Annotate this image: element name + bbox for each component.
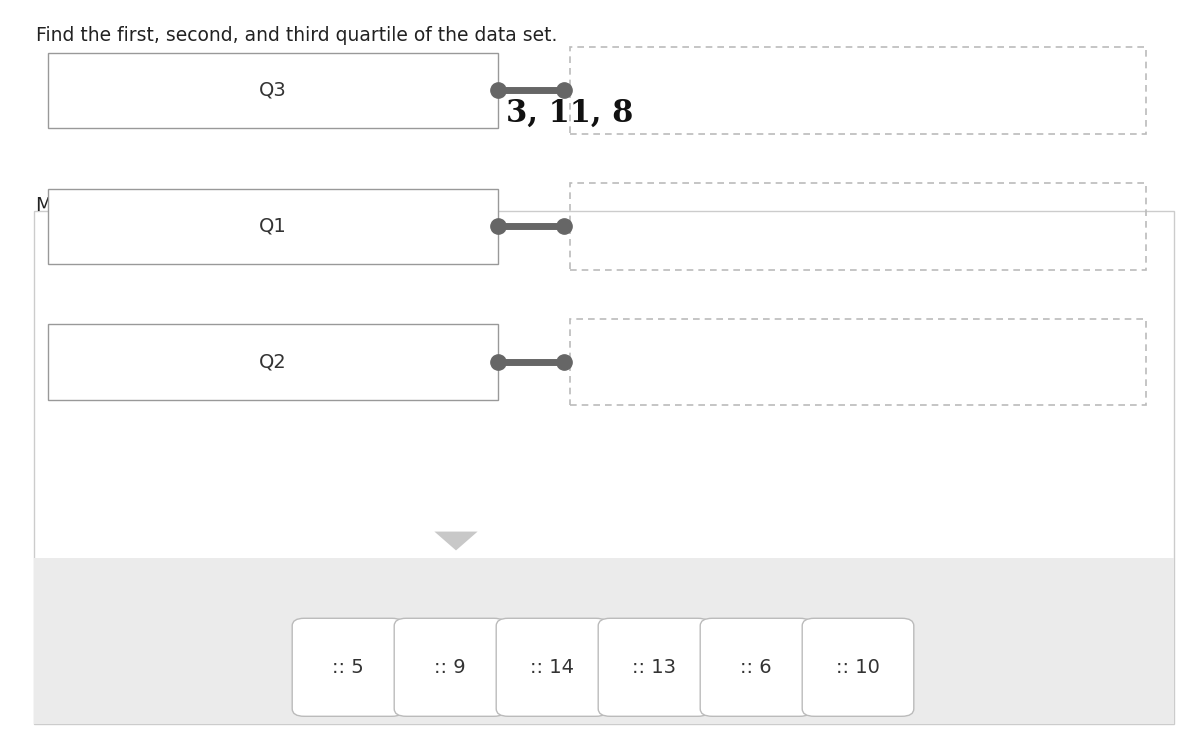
FancyBboxPatch shape bbox=[48, 53, 498, 128]
FancyBboxPatch shape bbox=[599, 618, 710, 716]
Text: Find the first, second, and third quartile of the data set.: Find the first, second, and third quarti… bbox=[36, 26, 557, 45]
Text: :: 13: :: 13 bbox=[632, 657, 676, 677]
Text: :: 14: :: 14 bbox=[530, 657, 574, 677]
FancyBboxPatch shape bbox=[34, 211, 1174, 724]
Text: :: 10: :: 10 bbox=[836, 657, 880, 677]
Text: Match each quartile with its value.: Match each quartile with its value. bbox=[36, 196, 360, 215]
FancyBboxPatch shape bbox=[395, 618, 506, 716]
FancyBboxPatch shape bbox=[34, 558, 1174, 724]
Text: :: 5: :: 5 bbox=[332, 657, 364, 677]
FancyBboxPatch shape bbox=[802, 618, 914, 716]
Text: Q2: Q2 bbox=[259, 352, 287, 372]
FancyBboxPatch shape bbox=[497, 618, 608, 716]
FancyBboxPatch shape bbox=[48, 324, 498, 400]
Text: :: 6: :: 6 bbox=[740, 657, 772, 677]
Text: 9, 7, 3, 16, 12, 14, 17, 5, 3, 11, 8: 9, 7, 3, 16, 12, 14, 17, 5, 3, 11, 8 bbox=[82, 98, 632, 129]
FancyBboxPatch shape bbox=[48, 188, 498, 264]
Polygon shape bbox=[434, 532, 478, 550]
Text: Q1: Q1 bbox=[259, 216, 287, 236]
Text: Q3: Q3 bbox=[259, 81, 287, 100]
FancyBboxPatch shape bbox=[701, 618, 811, 716]
FancyBboxPatch shape bbox=[293, 618, 403, 716]
Text: :: 9: :: 9 bbox=[434, 657, 466, 677]
